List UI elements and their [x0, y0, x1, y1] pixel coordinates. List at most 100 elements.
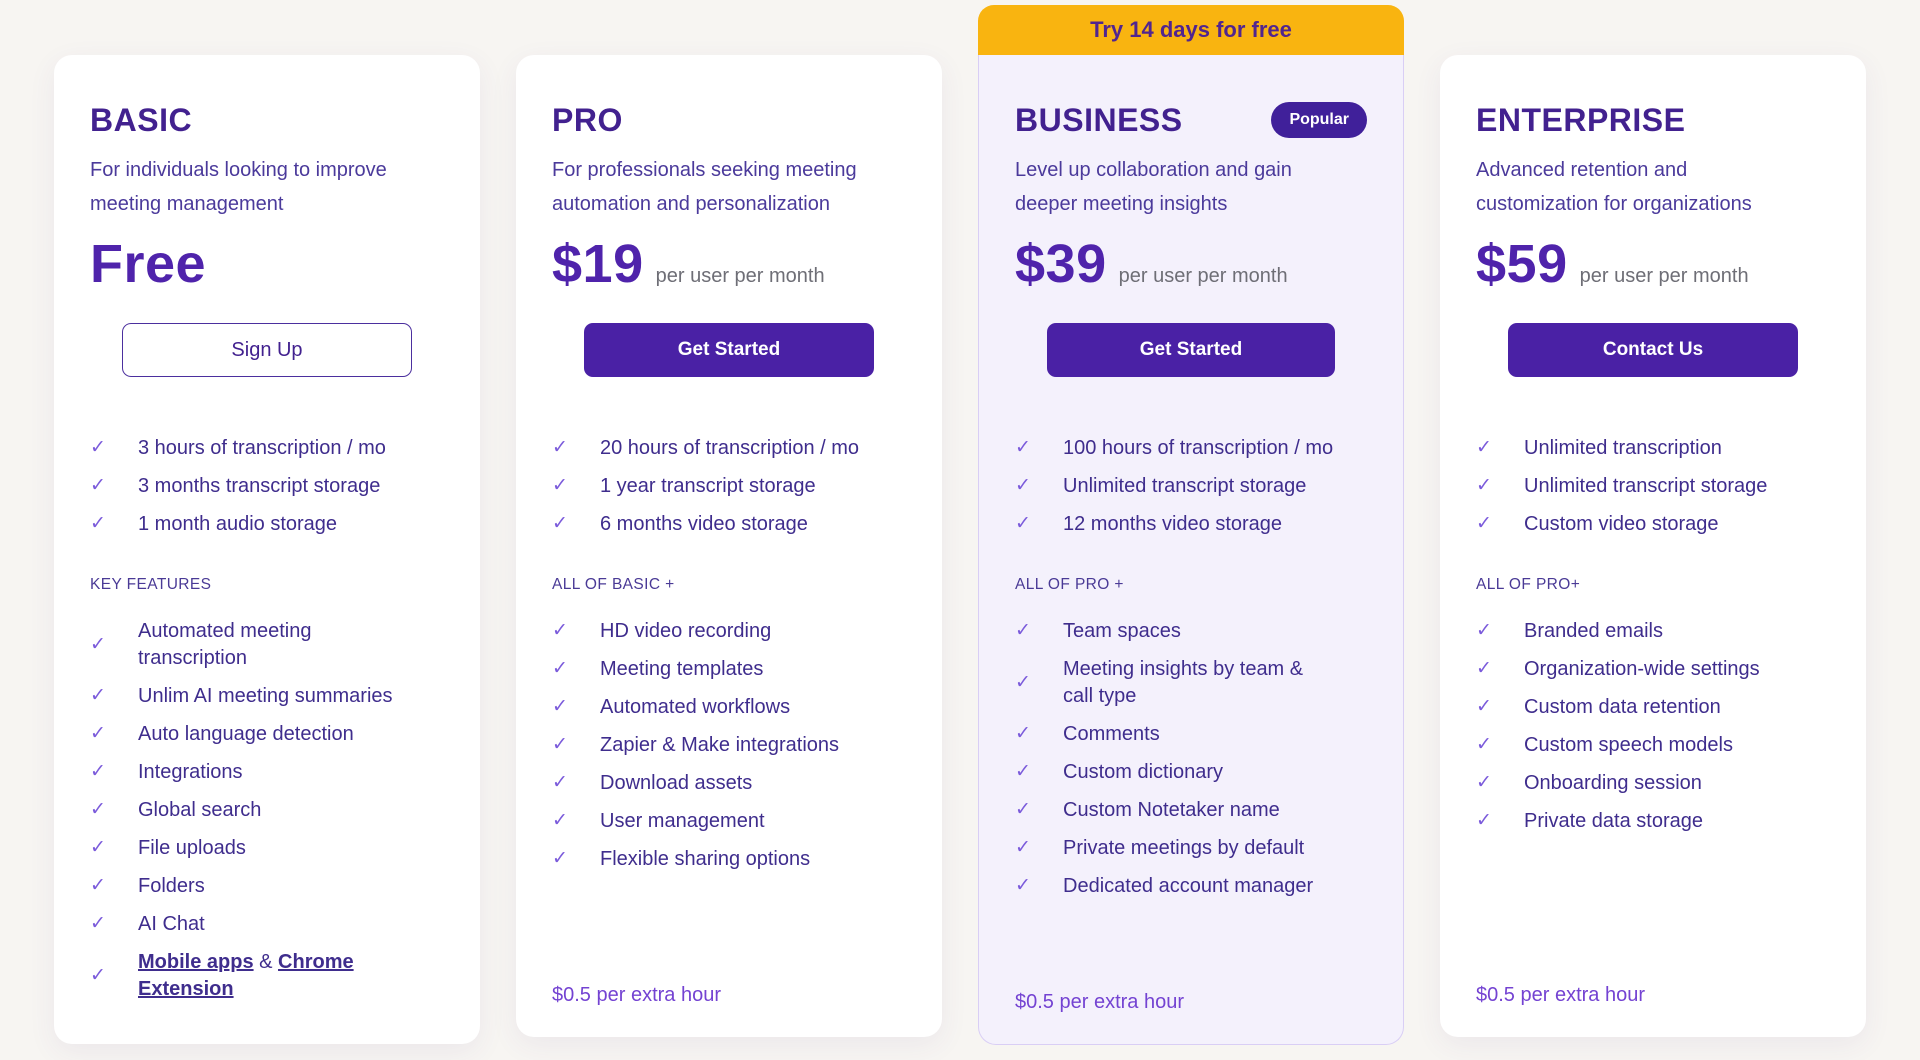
list-item: ✓ Custom speech models [1476, 732, 1830, 759]
plan-header: PRO [552, 99, 906, 141]
top-features-list: ✓ 3 hours of transcription / mo ✓ 3 months… [90, 435, 444, 549]
list-item: ✓ Custom data retention [1476, 694, 1830, 721]
plan-header: BUSINESS Popular [1015, 99, 1367, 141]
list-item: ✓ Folders [90, 873, 444, 900]
list-item: ✓ 3 hours of transcription / mo [90, 435, 444, 462]
key-features-list: ✓ HD video recording ✓ Meeting templates ✓… [552, 618, 906, 884]
list-item: ✓ Custom video storage [1476, 511, 1830, 538]
plan-description: For individuals looking to improve meeti… [90, 159, 387, 215]
list-item: ✓ Meeting insights by team & call type [1015, 658, 1304, 707]
list-item: ✓ Unlimited transcript storage [1015, 473, 1367, 500]
check-icon: ✓ [1476, 658, 1492, 679]
plan-price: $39 [1015, 234, 1107, 294]
check-icon: ✓ [90, 964, 106, 986]
list-item-apps-links: ✓ Mobile apps & Chrome Extension [90, 949, 444, 1003]
mobile-apps-link[interactable]: Mobile apps [138, 951, 254, 973]
check-icon: ✓ [90, 761, 106, 782]
check-icon: ✓ [1476, 437, 1492, 458]
check-icon: ✓ [90, 837, 106, 858]
plan-title: BASIC [90, 101, 193, 138]
check-icon: ✓ [552, 437, 568, 458]
list-item: ✓ 6 months video storage [552, 511, 906, 538]
list-item: ✓ 3 months transcript storage [90, 473, 444, 500]
check-icon: ✓ [1015, 620, 1031, 641]
check-icon: ✓ [90, 633, 106, 655]
list-item: ✓ Onboarding session [1476, 770, 1830, 797]
plan-column-basic: BASIC For individuals looking to improve… [54, 55, 480, 1044]
plan-card-basic: BASIC For individuals looking to improve… [54, 55, 480, 1044]
section-label: ALL OF PRO + [1015, 576, 1124, 593]
plan-column-business: Try 14 days for free BUSINESS Popular Le… [978, 5, 1404, 1045]
check-icon: ✓ [90, 685, 106, 706]
check-icon: ✓ [1015, 723, 1031, 744]
sign-up-button[interactable]: Sign Up [121, 323, 413, 377]
plan-price: Free [90, 234, 207, 294]
ampersand-text: & [253, 951, 279, 973]
get-started-button[interactable]: Get Started [583, 323, 875, 377]
price-row: Free [90, 233, 444, 297]
list-item: ✓ Private data storage [1476, 808, 1830, 835]
check-icon: ✓ [1015, 875, 1031, 896]
check-icon: ✓ [90, 723, 106, 744]
plan-price: $19 [552, 234, 644, 294]
list-item: ✓ Custom Notetaker name [1015, 797, 1367, 824]
pricing-cards: BASIC For individuals looking to improve… [54, 5, 1866, 1045]
check-icon: ✓ [552, 810, 568, 831]
check-icon: ✓ [1015, 761, 1031, 782]
key-features-list: ✓ Team spaces ✓ Meeting insights by team &… [1015, 618, 1367, 911]
plan-description: Advanced retention and customization for… [1476, 159, 1752, 215]
check-icon: ✓ [90, 799, 106, 820]
plan-price: $59 [1476, 234, 1568, 294]
section-label: ALL OF BASIC + [552, 576, 675, 593]
list-item: ✓ Flexible sharing options [552, 846, 906, 873]
list-item: ✓ Integrations [90, 759, 444, 786]
list-item: ✓ 12 months video storage [1015, 511, 1367, 538]
check-icon: ✓ [552, 513, 568, 534]
plan-card-business: BUSINESS Popular Level up collaboration … [978, 55, 1404, 1045]
plan-title: PRO [552, 101, 623, 138]
chrome-extension-link[interactable]: Chrome Extension [138, 951, 354, 1000]
list-item: ✓ Meeting templates [552, 656, 906, 683]
trial-banner: Try 14 days for free [978, 5, 1404, 55]
extra-hour-note: $0.5 per extra hour [1015, 991, 1184, 1013]
list-item: ✓ 1 month audio storage [90, 511, 444, 538]
list-item: ✓ Comments [1015, 721, 1367, 748]
list-item: ✓ Organization-wide settings [1476, 656, 1830, 683]
top-features-list: ✓ 100 hours of transcription / mo ✓ Unlimi… [1015, 435, 1367, 549]
plan-title: BUSINESS [1015, 101, 1183, 138]
price-suffix: per user per month [1579, 265, 1749, 287]
check-icon: ✓ [90, 875, 106, 896]
list-item: ✓ User management [552, 808, 906, 835]
extra-hour-note: $0.5 per extra hour [552, 984, 721, 1006]
check-icon: ✓ [1476, 475, 1492, 496]
plan-header: BASIC [90, 99, 444, 141]
get-started-button[interactable]: Get Started [1046, 323, 1336, 377]
list-item: ✓ Unlim AI meeting summaries [90, 683, 444, 710]
contact-us-button[interactable]: Contact Us [1507, 323, 1799, 377]
list-item: ✓ Team spaces [1015, 618, 1367, 645]
top-features-list: ✓ Unlimited transcription ✓ Unlimited tran… [1476, 435, 1830, 549]
check-icon: ✓ [1015, 837, 1031, 858]
list-item: ✓ Download assets [552, 770, 906, 797]
key-features-list: ✓ Branded emails ✓ Organization-wide setti… [1476, 618, 1830, 846]
section-label: KEY FEATURES [90, 576, 212, 593]
check-icon: ✓ [552, 475, 568, 496]
plan-header: ENTERPRISE [1476, 99, 1830, 141]
check-icon: ✓ [1476, 620, 1492, 641]
plan-column-enterprise: ENTERPRISE Advanced retention and custom… [1440, 55, 1866, 1037]
check-icon: ✓ [90, 513, 106, 534]
check-icon: ✓ [1015, 799, 1031, 820]
check-icon: ✓ [90, 913, 106, 934]
extra-hour-note: $0.5 per extra hour [1476, 984, 1645, 1006]
list-item: ✓ Dedicated account manager [1015, 873, 1367, 900]
list-item: ✓ Global search [90, 797, 444, 824]
check-icon: ✓ [552, 620, 568, 641]
price-row: $59 per user per month [1476, 233, 1830, 297]
top-features-list: ✓ 20 hours of transcription / mo ✓ 1 year … [552, 435, 906, 549]
list-item: ✓ 20 hours of transcription / mo [552, 435, 906, 462]
check-icon: ✓ [1476, 810, 1492, 831]
list-item: ✓ Custom dictionary [1015, 759, 1367, 786]
popular-badge: Popular [1271, 102, 1367, 138]
check-icon: ✓ [1476, 513, 1492, 534]
list-item: ✓ Branded emails [1476, 618, 1830, 645]
